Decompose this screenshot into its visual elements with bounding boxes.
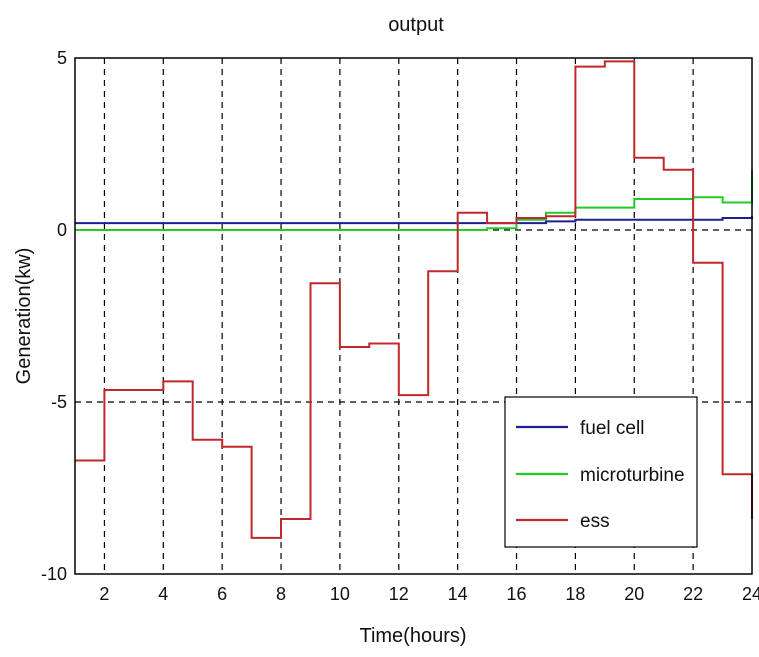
- series-line-microturbine: [75, 169, 753, 231]
- legend-label-microturbine: microturbine: [580, 465, 685, 486]
- chart-title: output: [388, 14, 444, 36]
- x-tick-label: 2: [99, 584, 109, 604]
- x-tick-label: 16: [507, 584, 527, 604]
- legend-label-fuel-cell: fuel cell: [580, 418, 644, 439]
- legend: fuel cell microturbine ess: [504, 396, 698, 548]
- x-tick-label: 14: [448, 584, 468, 604]
- x-tick-label: 4: [158, 584, 168, 604]
- y-tick-label: 5: [57, 48, 67, 68]
- x-axis-label: Time(hours): [359, 625, 466, 647]
- y-tick-label: -10: [41, 564, 67, 584]
- y-axis-label: Generation(kw): [13, 248, 35, 385]
- x-tick-label: 12: [389, 584, 409, 604]
- x-tick-label: 24: [742, 584, 759, 604]
- series-line-fuel-cell: [75, 216, 753, 225]
- x-tick-label: 10: [330, 584, 350, 604]
- legend-box: [504, 396, 698, 548]
- x-tick-label: 20: [624, 584, 644, 604]
- y-tick-labels: -10 -5 0 5: [41, 48, 67, 584]
- x-tick-label: 22: [683, 584, 703, 604]
- x-tick-label: 6: [217, 584, 227, 604]
- series-line-ess: [75, 60, 753, 539]
- x-tick-label: 18: [565, 584, 585, 604]
- plot-frame: [74, 57, 753, 575]
- series-group: [75, 60, 753, 539]
- x-tick-labels: 2 4 6 8 10 12 14 16 18 20 22 24: [99, 584, 759, 604]
- x-tick-label: 8: [276, 584, 286, 604]
- y-tick-label: -5: [51, 392, 67, 412]
- legend-label-ess: ess: [580, 511, 610, 532]
- y-tick-label: 0: [57, 220, 67, 240]
